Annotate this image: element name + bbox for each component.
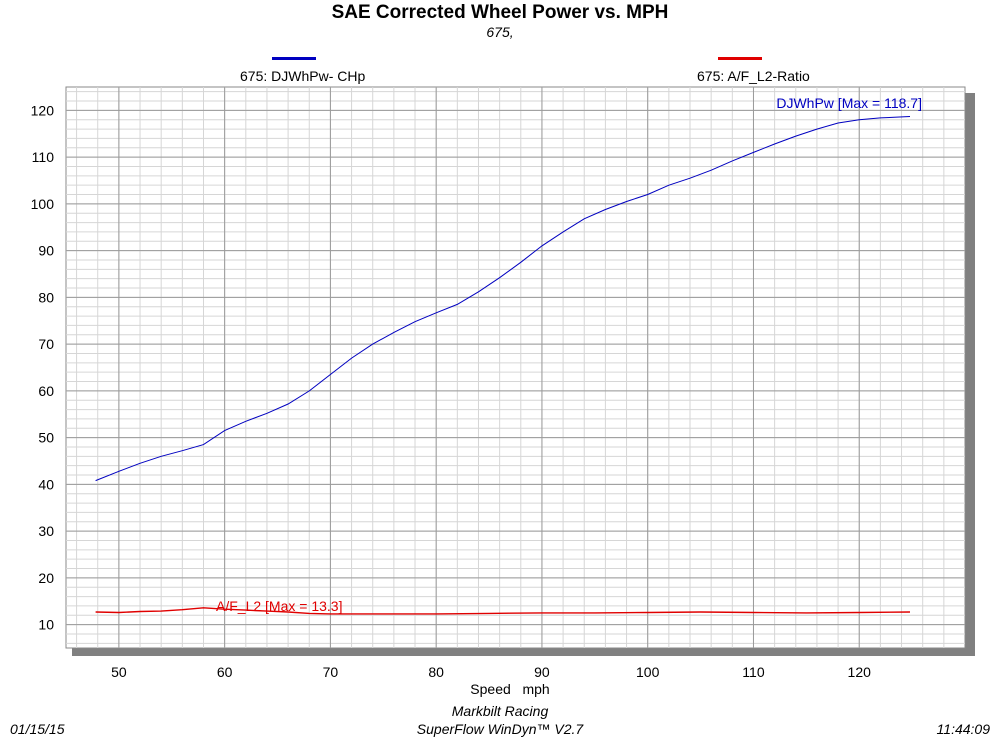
- x-tick-label: 90: [534, 664, 550, 680]
- series-line-afr: [95, 607, 911, 615]
- series-line-power: [95, 116, 911, 482]
- y-tick-label: 90: [38, 243, 54, 259]
- legend-swatch-afr: [718, 57, 762, 60]
- footer-software: SuperFlow WinDyn™ V2.7: [416, 721, 584, 737]
- footer-company: Markbilt Racing: [451, 703, 549, 719]
- x-tick-label: 80: [428, 664, 444, 680]
- x-tick-label: 120: [848, 664, 872, 680]
- x-axis-label: Speed mph: [470, 681, 550, 697]
- legend-swatch-power: [272, 57, 316, 60]
- series-lines: [95, 116, 911, 615]
- annotation-power-max: DJWhPw [Max = 118.7]: [776, 95, 922, 111]
- x-tick-labels: 50 60 70 80 90 100 110 120: [111, 664, 871, 680]
- x-tick-label: 60: [217, 664, 233, 680]
- footer-date: 01/15/15: [10, 721, 65, 737]
- x-tick-label: 110: [742, 664, 765, 680]
- footer-time: 11:44:09: [936, 721, 990, 737]
- y-tick-label: 60: [38, 383, 54, 399]
- legend-label-afr: 675: A/F_L2-Ratio: [697, 68, 810, 84]
- annotation-afr-max: A/F_L2 [Max = 13.3]: [216, 598, 342, 614]
- y-tick-label: 80: [38, 289, 54, 305]
- plot-area: [65, 86, 966, 649]
- x-tick-label: 100: [636, 664, 660, 680]
- chart-title: SAE Corrected Wheel Power vs. MPH: [331, 2, 669, 23]
- y-tick-label: 20: [38, 570, 54, 586]
- y-tick-label: 30: [38, 523, 54, 539]
- y-tick-label: 70: [38, 336, 54, 352]
- y-tick-labels: 10 20 30 40 50 60 70 80 90 100 110 120: [31, 102, 55, 632]
- x-tick-label: 50: [111, 664, 127, 680]
- y-tick-label: 50: [38, 430, 54, 446]
- y-tick-label: 40: [38, 476, 54, 492]
- y-tick-label: 110: [32, 149, 55, 165]
- grid-major: [66, 87, 965, 648]
- chart-subtitle: 675,: [486, 24, 514, 40]
- x-tick-label: 70: [323, 664, 339, 680]
- y-tick-label: 10: [38, 617, 54, 633]
- series-annotations: DJWhPw [Max = 118.7] A/F_L2 [Max = 13.3]: [216, 95, 922, 614]
- y-tick-label: 100: [31, 196, 55, 212]
- y-tick-label: 120: [31, 102, 55, 118]
- legend-label-power: 675: DJWhPw- CHp: [240, 68, 366, 84]
